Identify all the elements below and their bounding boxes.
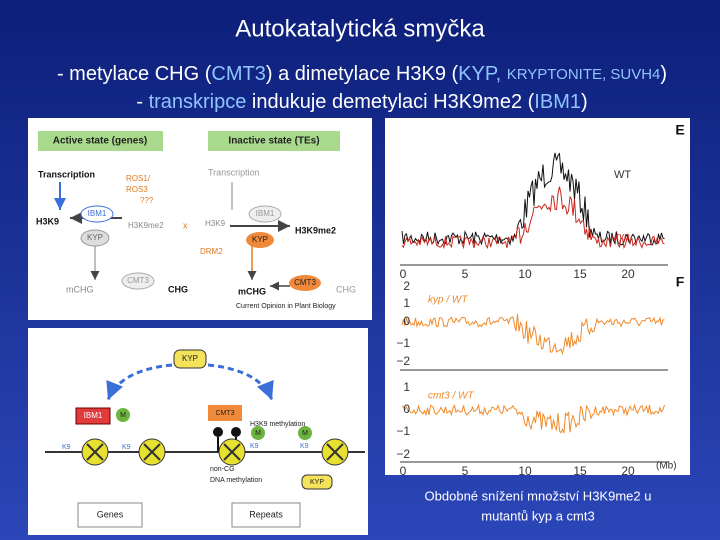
nucleosome-cross — [86, 443, 104, 461]
x-tick-label: 10 — [518, 464, 532, 478]
wt-trace — [401, 152, 665, 246]
y-tick-label: −2 — [396, 447, 410, 461]
figure-label: KYP — [87, 233, 103, 242]
figure-label: cmt3 / WT — [428, 391, 474, 402]
x-tick-label: 20 — [621, 464, 635, 478]
figure-c-shapes — [45, 349, 365, 528]
kyp-ratio-trace — [401, 314, 665, 356]
figure-label: Current Opinion in Plant Biology — [236, 303, 336, 310]
x-tick-label: 0 — [400, 464, 407, 478]
y-tick-label: −2 — [396, 354, 410, 368]
figure-label: ROS3 — [126, 185, 148, 194]
figure-label: DRM2 — [200, 247, 223, 256]
text-segment: ) — [581, 91, 588, 113]
figure-label: KYP — [182, 354, 198, 363]
y-tick-label: −1 — [396, 336, 410, 350]
title: Autokatalytická smyčka — [235, 15, 485, 42]
figure-label: kyp — [614, 232, 630, 243]
figure-label: H3K9 — [36, 216, 59, 226]
y-tick-label: −1 — [396, 424, 410, 438]
figure-label: Inactive state (TEs) — [228, 136, 319, 147]
figure-label: H3K9 methylation — [250, 421, 305, 428]
figure-label: M — [255, 430, 261, 437]
text-segment: ) a dimetylace H3K9 ( — [266, 63, 459, 85]
figure-label: mutantů kyp a cmt3 — [481, 508, 594, 523]
figure-label: DNA methylation — [210, 477, 262, 484]
figure-label: K9 — [250, 443, 259, 450]
figure-label: mCHG — [66, 284, 94, 294]
cmt3-ratio-trace — [401, 403, 665, 434]
y-tick-label: 0 — [403, 314, 410, 328]
nucleosome-cross — [326, 443, 344, 461]
figure-label: CHG — [168, 284, 188, 294]
figure-a-shapes — [38, 131, 340, 291]
subtitle-line: - transkripce indukuje demetylaci H3K9me… — [136, 91, 587, 113]
figure-label: IBM1 — [84, 411, 103, 420]
figure-label: Repeats — [249, 509, 283, 519]
figure-label: KYP — [252, 235, 268, 244]
x-tick-label: 20 — [621, 267, 635, 281]
figure-label: x — [183, 220, 188, 230]
subtitle-line: - metylace CHG (CMT3) a dimetylace H3K9 … — [57, 63, 667, 85]
nucleosome-cross — [143, 443, 161, 461]
figure-label: kyp / WT — [428, 295, 468, 306]
figure-label: M — [120, 412, 126, 419]
figure-label: IBM1 — [88, 209, 107, 218]
figure-label: KYP — [310, 479, 324, 486]
figure-label: Active state (genes) — [53, 136, 147, 147]
figure-label: H3K9me2 — [128, 221, 164, 230]
figure-label: ROS1/ — [126, 174, 151, 183]
text-segment: ) — [660, 63, 667, 85]
figure-label: CMT3 — [215, 410, 234, 417]
x-tick-label: 10 — [518, 267, 532, 281]
y-tick-label: 0 — [403, 402, 410, 416]
text-segment: transkripce — [149, 91, 247, 113]
figure-label: CMT3 — [294, 278, 316, 287]
figure-label: WT — [614, 169, 631, 181]
x-tick-label: 15 — [573, 464, 587, 478]
text-segment: IBM1 — [534, 91, 581, 113]
figure-label: H3K9me2 — [295, 225, 336, 235]
figure-label: CHG — [336, 284, 356, 294]
figure-label: K9 — [122, 444, 131, 451]
figure-label: M — [302, 430, 308, 437]
figure-label: Transcription — [38, 169, 95, 179]
figure-label: Transcription — [208, 167, 260, 177]
kyp-trace — [401, 186, 665, 250]
text-segment: CMT3 — [211, 63, 265, 85]
text-segment: - — [136, 91, 148, 113]
y-tick-label: 1 — [403, 380, 410, 394]
text-segment: KYP, — [458, 63, 507, 85]
figure-label: (Mb) — [656, 461, 677, 472]
x-tick-label: 5 — [462, 267, 469, 281]
figure-label: F — [676, 274, 685, 290]
figure-label: non-CG — [210, 466, 235, 473]
figure-label: mCHG — [238, 286, 266, 296]
figure-label: Obdobné snížení množství H3K9me2 u — [425, 488, 652, 503]
figure-label: K9 — [300, 443, 309, 450]
x-tick-label: 0 — [400, 267, 407, 281]
text-segment: - metylace CHG ( — [57, 63, 212, 85]
figure-label: CMT3 — [127, 276, 149, 285]
text-segment: indukuje demetylaci H3K9me2 ( — [246, 91, 534, 113]
figure-label: E — [675, 122, 684, 138]
y-tick-label: 2 — [403, 279, 410, 293]
y-tick-label: 1 — [403, 296, 410, 310]
figure-label: H3K9 — [205, 219, 226, 228]
x-tick-label: 5 — [462, 464, 469, 478]
text-segment: KRYPTONITE, SUVH4 — [507, 66, 661, 83]
nucleosome-cross — [223, 443, 241, 461]
figure-label: ??? — [140, 196, 154, 205]
figure-label: IBM1 — [256, 209, 275, 218]
figure-label: Genes — [97, 509, 124, 519]
x-tick-label: 15 — [573, 267, 587, 281]
figure-label: K9 — [62, 444, 71, 451]
